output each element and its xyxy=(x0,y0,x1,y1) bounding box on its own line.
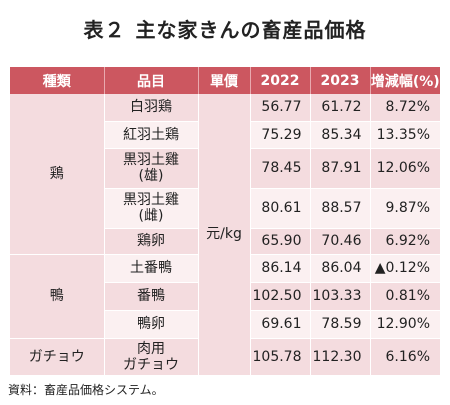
change-cell: 12.06% xyxy=(370,148,440,189)
category-cell: 鴨 xyxy=(10,254,105,339)
item-line-1: 肉用 xyxy=(137,340,165,357)
header-row: 種類 品目 單價 2022 2023 增減幅(%) xyxy=(10,67,440,94)
value-2022: 105.78 xyxy=(250,338,311,376)
value-2023: 86.04 xyxy=(310,254,371,283)
value-2023: 85.34 xyxy=(310,121,371,149)
item-line-1: 黒羽土雞 xyxy=(123,152,179,168)
item-cell: 黒羽土雞 (雄) xyxy=(104,148,199,189)
category-cell: ガチョウ xyxy=(10,338,105,376)
value-2023: 112.30 xyxy=(310,338,371,376)
header-type: 種類 xyxy=(10,67,105,94)
category-cell: 鶏 xyxy=(10,94,105,255)
item-cell: 鴨卵 xyxy=(104,310,199,339)
source-note: 資料：畜産品価格システム。 xyxy=(8,383,164,397)
value-2022: 69.61 xyxy=(250,310,311,339)
item-line-2: (雄) xyxy=(138,168,164,184)
item-cell: 鶏卵 xyxy=(104,228,199,255)
item-cell: 紅羽土鶏 xyxy=(104,121,199,149)
item-cell: 白羽鶏 xyxy=(104,94,199,122)
value-2023: 78.59 xyxy=(310,310,371,339)
value-2023: 70.46 xyxy=(310,228,371,255)
table-row: ガチョウ 肉用 ガチョウ 105.78 112.30 6.16% xyxy=(10,338,440,376)
value-2023: 87.91 xyxy=(310,148,371,189)
header-2022: 2022 xyxy=(250,67,311,94)
change-cell: 12.90% xyxy=(370,310,440,339)
table-row: 紅羽土鶏 75.29 85.34 13.35% xyxy=(10,121,440,149)
value-2022: 65.90 xyxy=(250,228,311,255)
change-cell: 6.92% xyxy=(370,228,440,255)
table-row: 鶏卵 65.90 70.46 6.92% xyxy=(10,228,440,255)
item-cell: 黒羽土雞 (雌) xyxy=(104,188,199,229)
change-cell: 13.35% xyxy=(370,121,440,149)
item-cell: 土番鴨 xyxy=(104,254,199,283)
value-2022: 80.61 xyxy=(250,188,311,229)
item-line-2: (雌) xyxy=(138,208,164,224)
value-2023: 88.57 xyxy=(310,188,371,229)
value-2023: 61.72 xyxy=(310,94,371,122)
header-item: 品目 xyxy=(104,67,199,94)
change-cell: ▲0.12% xyxy=(370,254,440,283)
item-line-2: ガチョウ xyxy=(123,356,179,373)
table-title: 表２ 主な家きんの畜産品価格 xyxy=(0,14,450,43)
change-cell: 8.72% xyxy=(370,94,440,122)
value-2023: 103.33 xyxy=(310,282,371,311)
header-unit: 單價 xyxy=(198,67,251,94)
change-cell: 6.16% xyxy=(370,338,440,376)
value-2022: 102.50 xyxy=(250,282,311,311)
change-cell: 0.81% xyxy=(370,282,440,311)
header-2023: 2023 xyxy=(310,67,371,94)
value-2022: 56.77 xyxy=(250,94,311,122)
item-cell: 肉用 ガチョウ xyxy=(104,338,199,376)
table-row: 番鴨 102.50 103.33 0.81% xyxy=(10,282,440,311)
header-change: 增減幅(%) xyxy=(370,67,440,94)
table-row: 鴨卵 69.61 78.59 12.90% xyxy=(10,310,440,339)
value-2022: 78.45 xyxy=(250,148,311,189)
table-row: 鶏 白羽鶏 元/kg 56.77 61.72 8.72% xyxy=(10,94,440,376)
item-cell: 番鴨 xyxy=(104,282,199,311)
item-line-1: 黒羽土雞 xyxy=(123,192,179,208)
table-row: 鴨 土番鴨 86.14 86.04 ▲0.12% xyxy=(10,254,440,339)
unit-cell: 元/kg xyxy=(198,94,251,376)
table-row: 黒羽土雞 (雌) 80.61 88.57 9.87% xyxy=(10,188,440,229)
price-table: 種類 品目 單價 2022 2023 增減幅(%) 鶏 白羽鶏 元/kg 56.… xyxy=(10,67,440,376)
table-title-text: 主な家きんの畜産品価格 xyxy=(135,18,367,42)
table-number: 表２ xyxy=(83,18,126,42)
value-2022: 86.14 xyxy=(250,254,311,283)
table-row: 黒羽土雞 (雄) 78.45 87.91 12.06% xyxy=(10,148,440,189)
value-2022: 75.29 xyxy=(250,121,311,149)
change-cell: 9.87% xyxy=(370,188,440,229)
